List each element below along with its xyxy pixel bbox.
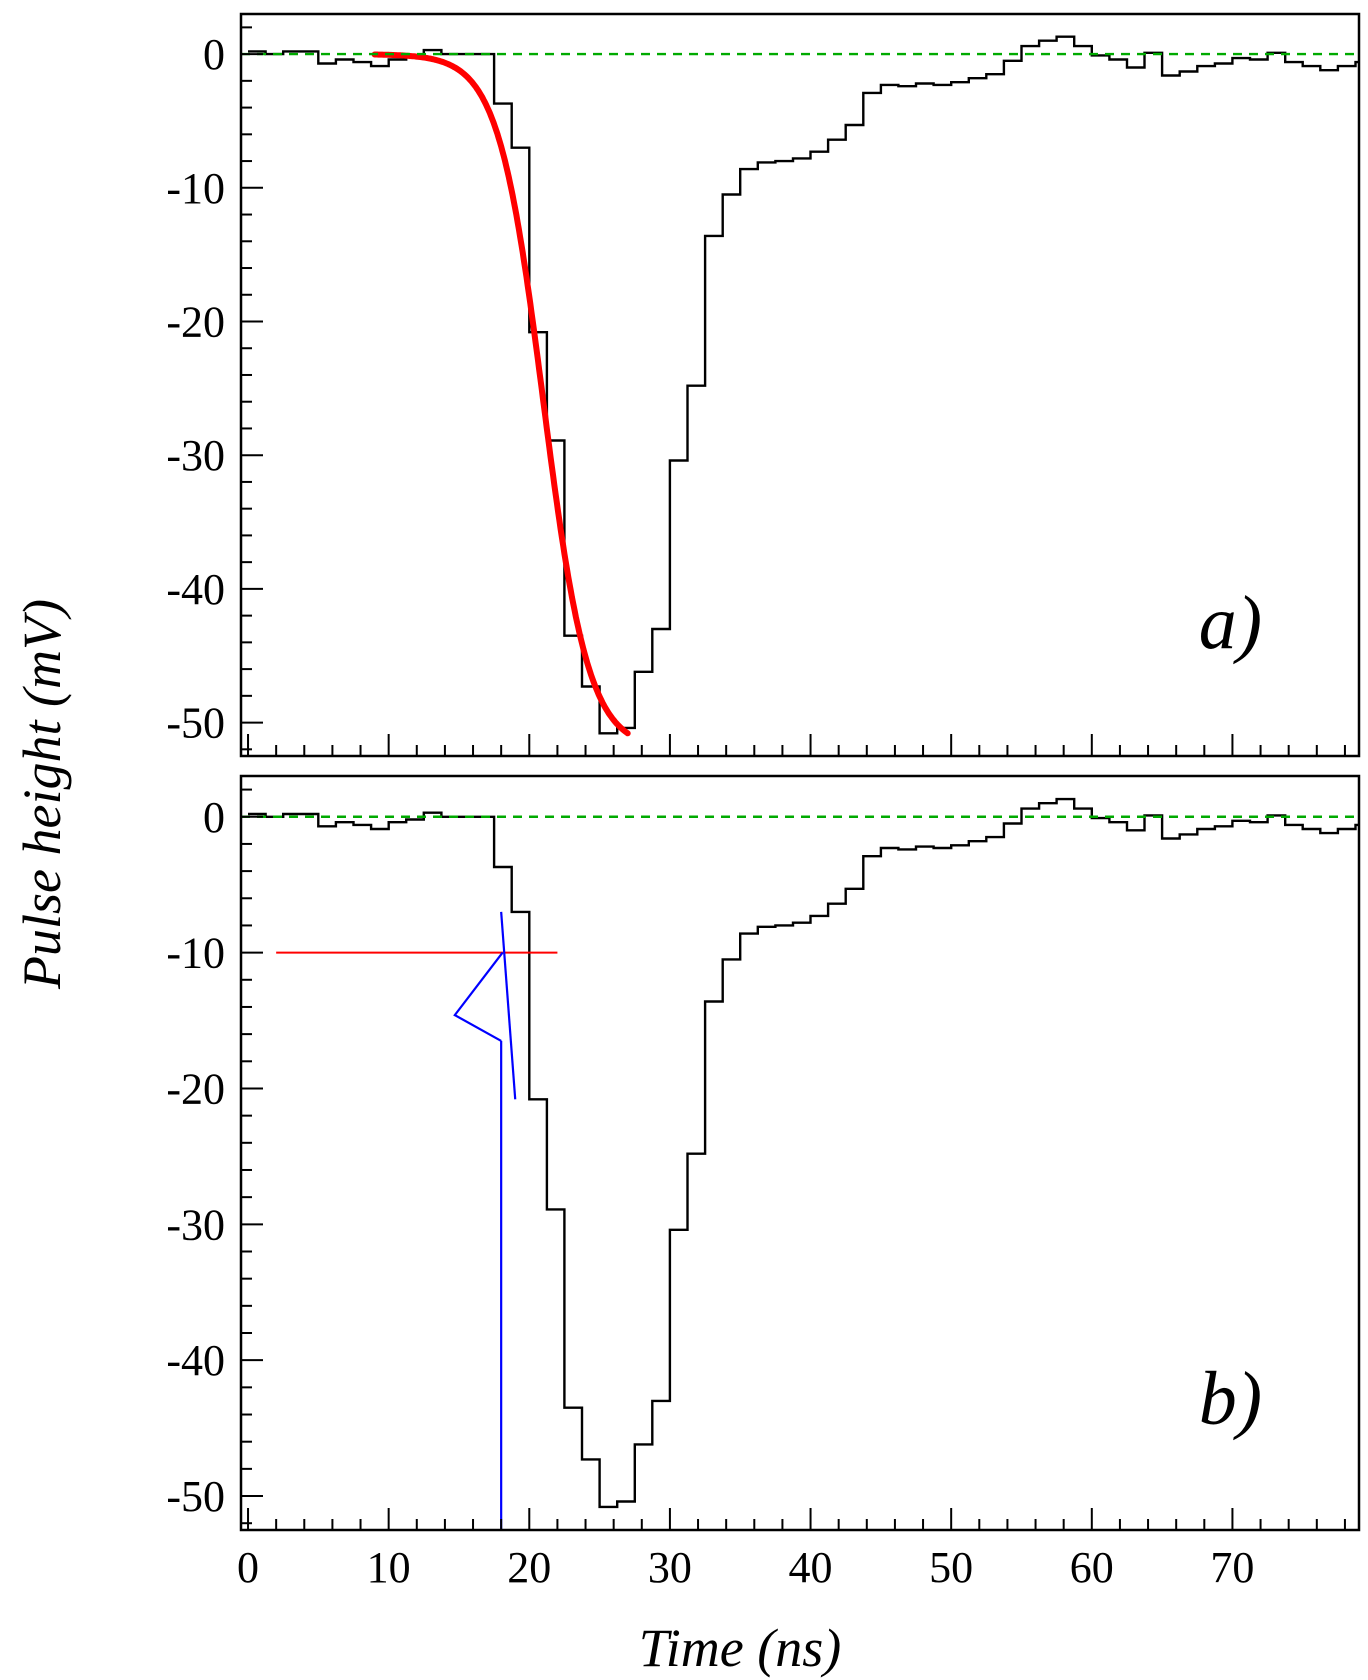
y-axis-title: Pulse height (mV) — [12, 599, 72, 990]
x-tick-label: 10 — [367, 1543, 411, 1592]
series-layer — [241, 35, 1359, 737]
y-tick-label: -20 — [166, 1064, 225, 1113]
histogram-series — [248, 797, 1359, 1509]
y-tick-label: -50 — [166, 699, 225, 748]
panel-label: b) — [1199, 1357, 1262, 1441]
plot-frame — [239, 12, 1361, 758]
interpolation-line — [500, 911, 517, 1100]
y-tick-label: 0 — [203, 793, 225, 842]
x-tick-label: 40 — [789, 1543, 833, 1592]
y-tick-label: -10 — [166, 164, 225, 213]
x-tick-label: 0 — [237, 1543, 259, 1592]
crossing-arrow — [453, 951, 504, 1042]
axis-layer: 0-10-20-30-40-500 10 20 30 40 50 60 70 — [166, 788, 1346, 1592]
y-tick-label: 0 — [203, 30, 225, 79]
y-tick-label: -40 — [166, 565, 225, 614]
x-tick-label: 20 — [507, 1543, 551, 1592]
fit-curve — [371, 51, 631, 737]
x-axis-title: Time (ns) — [639, 1618, 842, 1678]
axis-layer: 0 -10 -20 -30 -40 -50 — [166, 26, 1346, 756]
x-tick-label: 70 — [1210, 1543, 1254, 1592]
panel-b: 0-10-20-30-40-500 10 20 30 40 50 60 70 b) — [166, 774, 1361, 1592]
x-tick-label: 50 — [929, 1543, 973, 1592]
x-tick-label: 60 — [1070, 1543, 1114, 1592]
series-layer — [241, 797, 1359, 1530]
histogram-series — [248, 35, 1359, 735]
y-tick-label: -50 — [166, 1472, 225, 1521]
y-tick-label: -20 — [166, 297, 225, 346]
y-tick-label: -30 — [166, 1200, 225, 1249]
y-tick-label: -30 — [166, 431, 225, 480]
panel-label: a) — [1199, 581, 1262, 665]
x-tick-label: 30 — [648, 1543, 692, 1592]
panel-a: 0 -10 -20 -30 -40 -50 a) — [166, 12, 1361, 758]
y-tick-label: -10 — [166, 929, 225, 978]
y-tick-label: -40 — [166, 1336, 225, 1385]
plot-frame — [239, 774, 1361, 1532]
